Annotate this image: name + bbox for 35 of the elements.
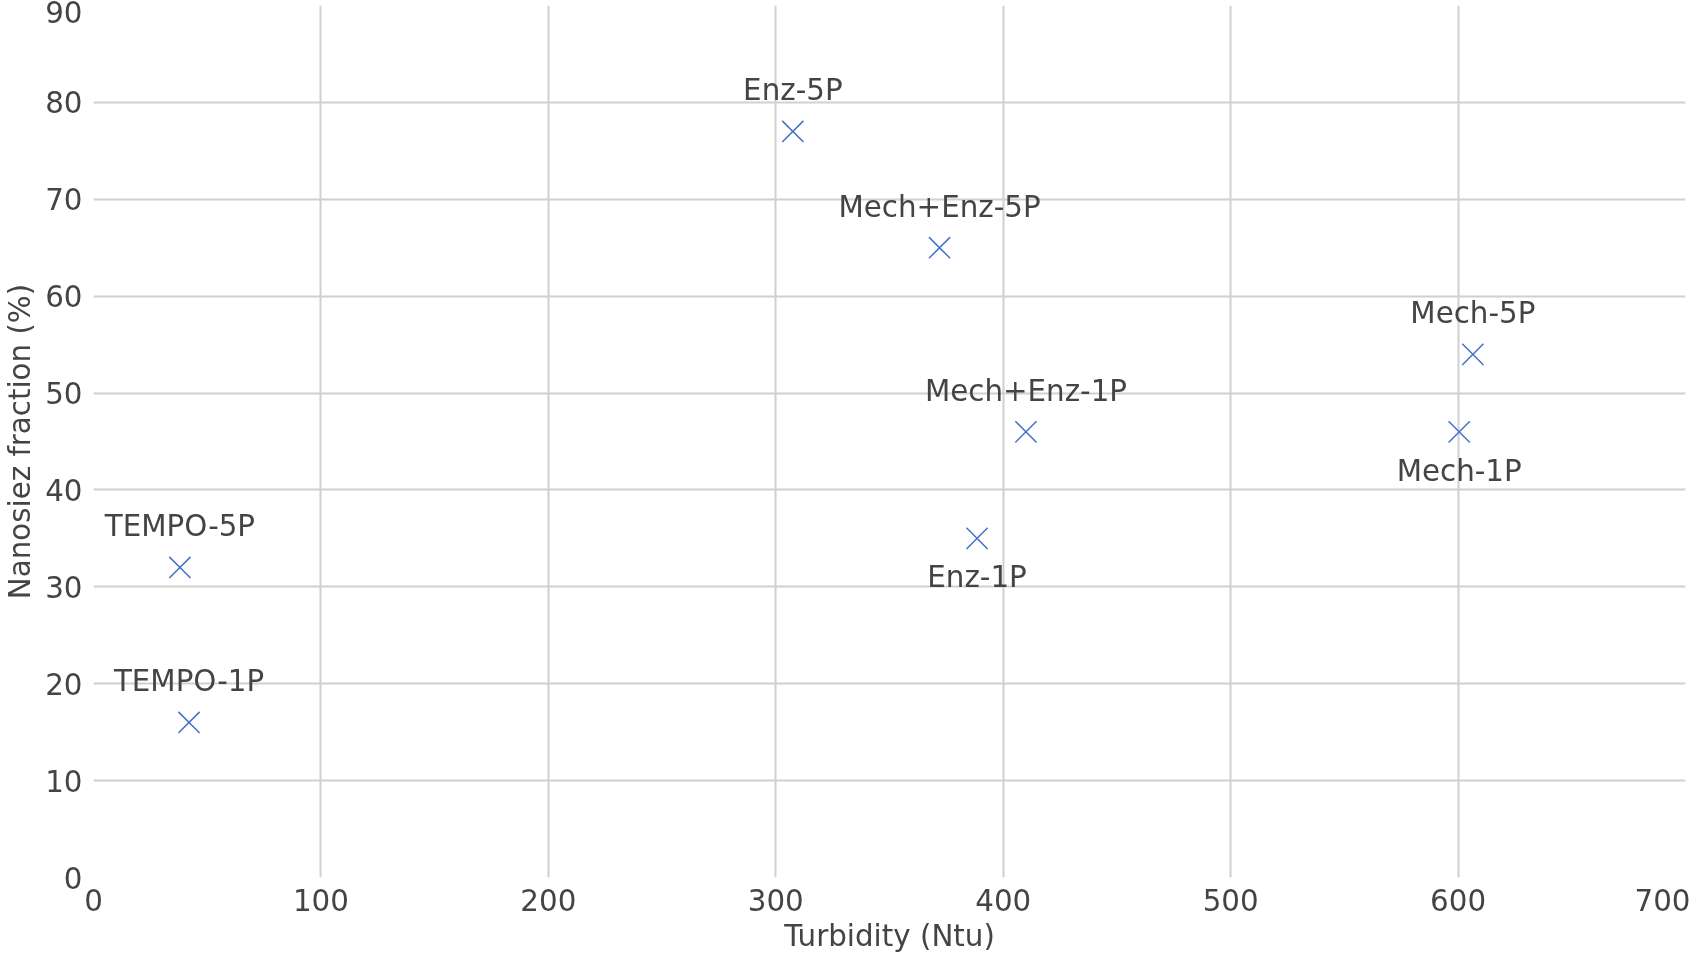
x-tick-label: 300 bbox=[747, 883, 804, 918]
y-tick-label: 70 bbox=[45, 183, 83, 218]
y-tick-label: 50 bbox=[45, 377, 83, 412]
annotation: TEMPO-5P bbox=[103, 509, 256, 544]
x-tick-label: 500 bbox=[1202, 883, 1259, 918]
y-tick-label: 20 bbox=[45, 667, 83, 702]
y-tick-label: 90 bbox=[45, 0, 83, 30]
annotation: TEMPO-1P bbox=[112, 664, 265, 699]
point bbox=[1447, 420, 1471, 444]
point bbox=[781, 120, 805, 143]
y-tick-label: 0 bbox=[63, 861, 83, 896]
point bbox=[1014, 420, 1038, 444]
point bbox=[928, 236, 951, 260]
x-tick-label: 100 bbox=[292, 883, 349, 918]
point bbox=[965, 527, 989, 550]
x-tick-label: 400 bbox=[975, 883, 1032, 918]
annotation: Enz-1P bbox=[927, 560, 1027, 595]
annotation: Mech+Enz-5P bbox=[838, 189, 1041, 224]
y-tick-label: 40 bbox=[45, 473, 83, 508]
point bbox=[177, 711, 201, 734]
annotation: Mech+Enz-1P bbox=[924, 373, 1127, 408]
point bbox=[1461, 342, 1485, 366]
x-tick-label: 200 bbox=[520, 883, 577, 918]
y-tick-label: 80 bbox=[45, 86, 83, 121]
y-tick-label: 10 bbox=[45, 764, 83, 799]
x-tick-label: 600 bbox=[1430, 883, 1487, 918]
annotation: Enz-5P bbox=[743, 73, 843, 108]
annotation: Mech-5P bbox=[1410, 296, 1536, 331]
y-axis-title: Nanosiez fraction (%) bbox=[3, 283, 38, 600]
y-tick-label: 60 bbox=[45, 280, 83, 315]
annotation: Mech-1P bbox=[1396, 453, 1522, 488]
x-tick-label: 700 bbox=[1634, 883, 1691, 918]
y-tick-label: 30 bbox=[45, 570, 83, 605]
point bbox=[168, 556, 192, 579]
x-axis-title: Turbidity (Ntu) bbox=[783, 918, 995, 953]
